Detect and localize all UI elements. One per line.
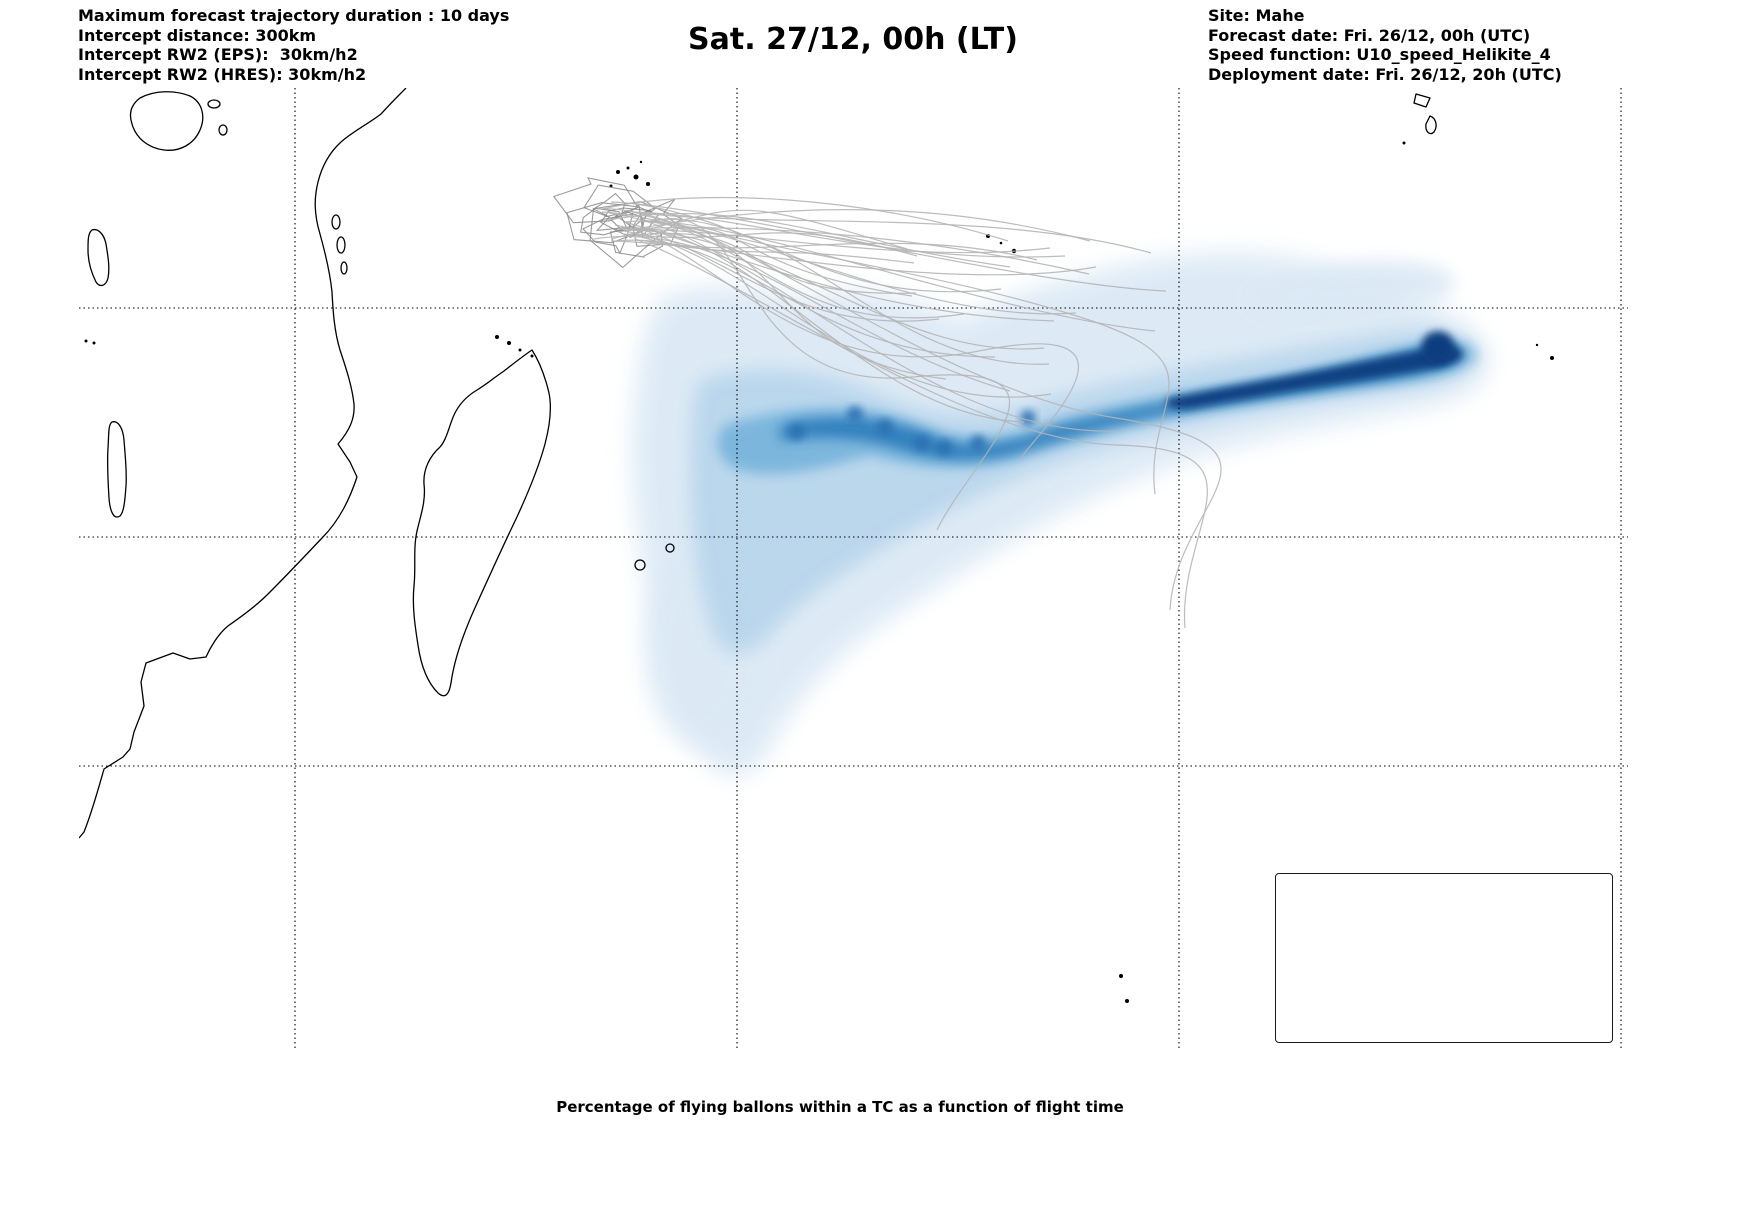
ensemble-member [651, 218, 1010, 531]
flight-chart-title: Percentage of flying ballons within a TC… [556, 1098, 1124, 1116]
island-dot [1535, 343, 1539, 347]
ensemble-member [631, 225, 940, 322]
ensemble-member [601, 211, 965, 319]
map-legend [1275, 873, 1613, 1043]
island-dot [1402, 141, 1406, 145]
ensemble-member [614, 224, 1079, 460]
island-dot [84, 339, 88, 343]
map-gridlines [79, 88, 1628, 1050]
island-reunion [634, 559, 646, 571]
ensemble-member [617, 208, 1091, 242]
ensemble-member [638, 228, 1025, 423]
island-dot [92, 341, 96, 345]
ensemble-member [589, 201, 683, 269]
island-dot [616, 170, 620, 174]
heatmap-halo-ne [1250, 261, 1455, 313]
lake-small [207, 99, 221, 109]
ensemble-member [593, 235, 1011, 392]
ensemble-member [629, 202, 1002, 293]
island-ne-1 [1413, 93, 1431, 108]
ensemble-member [610, 240, 1097, 276]
coastline-africa [79, 88, 407, 839]
island-dot [507, 341, 511, 345]
island-dot [495, 335, 499, 339]
ensemble-member [632, 211, 1066, 258]
ensemble-member [610, 209, 908, 250]
island-dot [1125, 999, 1129, 1003]
ensemble-member [596, 208, 1222, 611]
island-dot [633, 174, 639, 180]
heatmap-spot [847, 406, 863, 422]
heatmap-navy-knob [1421, 331, 1455, 365]
lake-victoria [129, 91, 204, 151]
ensemble-member [583, 184, 657, 232]
ensemble-member [623, 228, 1051, 254]
ensemble-member [633, 232, 917, 294]
heatmap-spot [877, 419, 893, 435]
island-dot [1550, 356, 1554, 360]
island-dot [639, 160, 643, 164]
island-dot [999, 241, 1003, 245]
ensemble-member [622, 232, 918, 257]
ensemble-member [650, 218, 1050, 365]
island-dot [646, 182, 650, 186]
cyclone-density-heatmap [633, 253, 1489, 776]
heatmap-spot [936, 440, 952, 456]
heatmap-spot [914, 435, 930, 451]
ensemble-member [566, 202, 644, 244]
island-dot [530, 354, 534, 358]
ensemble-member [607, 212, 1011, 268]
ensemble-member [617, 227, 1090, 275]
island-mafia [340, 261, 348, 275]
ensemble-member [634, 234, 1038, 261]
island-dot [518, 348, 522, 352]
island-zanzibar [336, 236, 346, 254]
site-info-block: Site: Mahe Forecast date: Fri. 26/12, 00… [1208, 6, 1562, 84]
ensemble-member [626, 209, 1170, 495]
heatmap-navy-core [1166, 345, 1464, 410]
lake-small [218, 124, 228, 136]
island-mauritius [665, 543, 675, 553]
run-parameters-block: Maximum forecast trajectory duration : 1… [78, 6, 510, 84]
heatmap-mid-light [690, 331, 1478, 654]
island-ne-2 [1425, 115, 1437, 135]
lake-malawi [106, 421, 127, 518]
coastline-madagascar [412, 349, 552, 697]
heatmap-spot [789, 424, 805, 440]
ensemble-trajectories [552, 177, 1222, 629]
island-dot [626, 166, 630, 170]
island-pemba [331, 214, 341, 230]
heatmap-spot [1020, 410, 1036, 426]
heatmap-spot [970, 435, 986, 451]
ensemble-member [623, 230, 1052, 398]
ensemble-member [631, 211, 1152, 254]
island-dot [1119, 974, 1123, 978]
coastlines [79, 88, 1554, 1003]
page-title: Sat. 27/12, 00h (LT) [688, 22, 1018, 57]
ensemble-member [634, 238, 1208, 629]
ensemble-member [641, 219, 1077, 315]
lake-tanganyika [87, 228, 110, 287]
